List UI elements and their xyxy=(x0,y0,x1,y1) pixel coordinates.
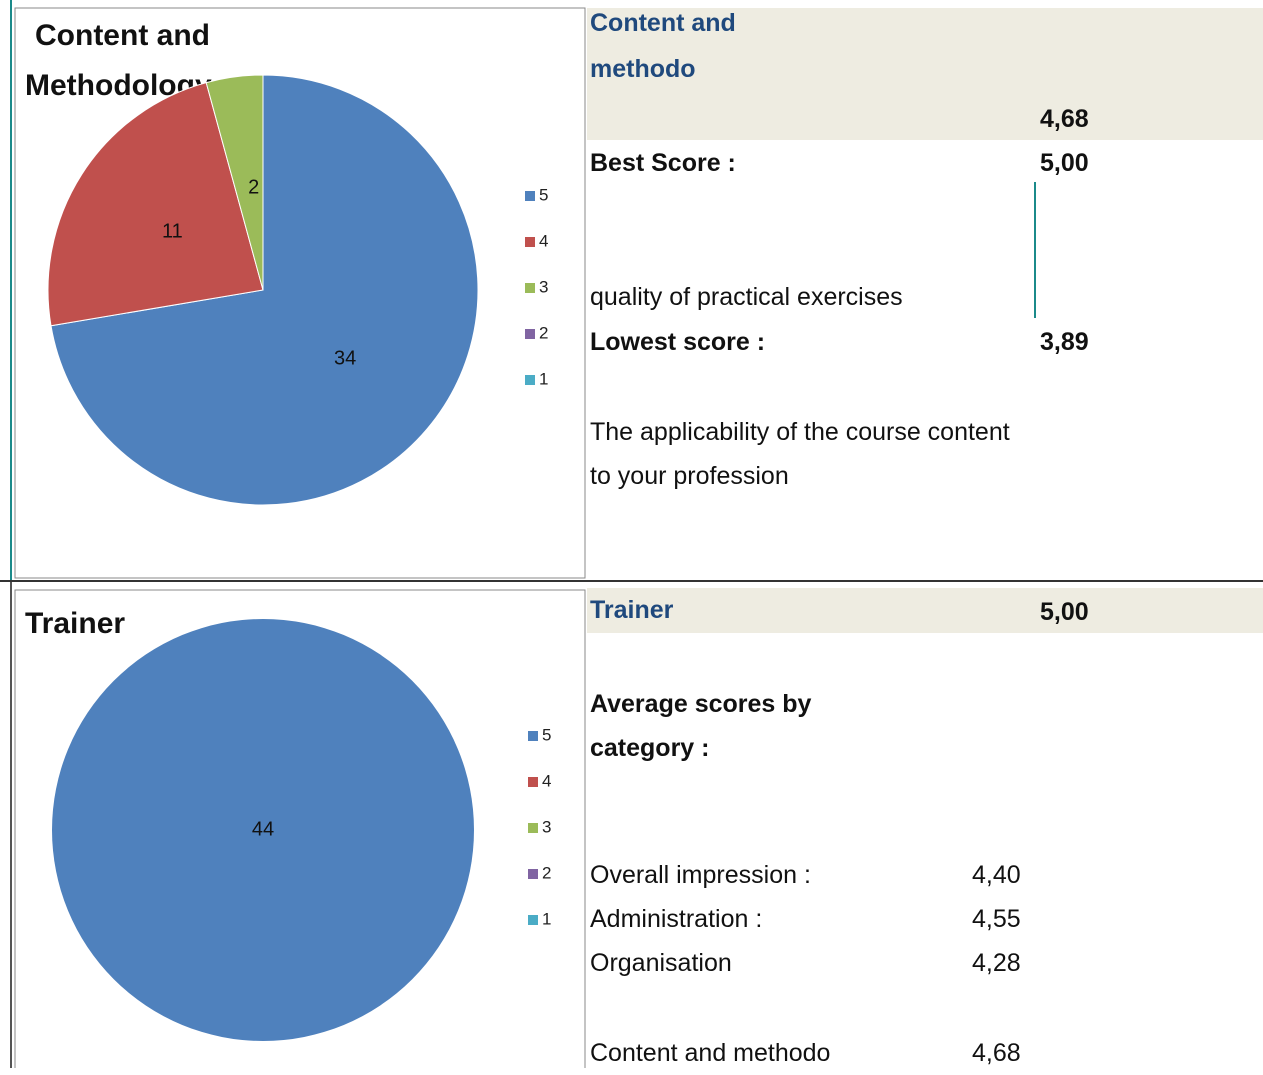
row-value: 4,28 xyxy=(972,949,1021,977)
data-label: 2 xyxy=(248,177,259,199)
legend-swatch xyxy=(528,731,538,741)
legend-label: 2 xyxy=(539,323,548,342)
legend-swatch xyxy=(525,329,535,339)
section-title: Content and methodo xyxy=(590,9,736,83)
legend-swatch xyxy=(525,375,535,385)
best-label: Best Score : xyxy=(590,149,736,177)
row-label: Organisation xyxy=(590,949,732,977)
chart-frame xyxy=(14,7,586,579)
legend-label: 1 xyxy=(542,909,551,928)
legend-swatch xyxy=(525,191,535,201)
best-item: quality of practical exercises xyxy=(590,283,903,311)
legend-swatch xyxy=(525,283,535,293)
legend-label: 4 xyxy=(539,231,548,250)
best-score: 5,00 xyxy=(1040,149,1089,177)
row-value: 4,68 xyxy=(972,1039,1021,1067)
section-score: 4,68 xyxy=(1040,105,1089,133)
legend-label: 5 xyxy=(542,725,551,744)
cell-border xyxy=(10,582,12,1068)
section-title: Trainer xyxy=(590,596,674,624)
data-label: 34 xyxy=(334,348,356,370)
pie-slice xyxy=(50,74,479,506)
header-band xyxy=(587,588,1263,633)
data-label: 11 xyxy=(162,220,183,242)
row-label: Administration : xyxy=(590,905,763,933)
legend-label: 2 xyxy=(542,863,551,882)
legend-label: 4 xyxy=(542,771,551,790)
pie-slice xyxy=(205,74,264,291)
cell-border xyxy=(10,0,12,580)
legend-label: 5 xyxy=(539,185,548,204)
row-label: Content and methodo xyxy=(590,1039,831,1067)
legend-swatch xyxy=(528,915,538,925)
legend-label: 3 xyxy=(542,817,551,836)
lowest-item: The applicability of the course content … xyxy=(590,418,1010,490)
header-band xyxy=(587,8,1263,140)
section-score: 5,00 xyxy=(1040,598,1089,626)
chart-title-line: Content and xyxy=(35,19,210,52)
data-label: 44 xyxy=(252,818,274,840)
legend-swatch xyxy=(528,823,538,833)
cell-border xyxy=(1034,182,1036,318)
chart-frame xyxy=(14,589,586,1068)
chart-title: Content and Methodology xyxy=(25,19,212,102)
legend-swatch xyxy=(528,869,538,879)
pie-slice xyxy=(47,82,264,327)
legend-label: 1 xyxy=(539,369,548,388)
legend-swatch xyxy=(528,777,538,787)
row-label: Overall impression : xyxy=(590,861,811,889)
legend-swatch xyxy=(525,237,535,247)
chart-title: Trainer xyxy=(25,607,125,640)
pie-slice xyxy=(52,619,474,1041)
row-border xyxy=(0,580,1263,582)
row-value: 4,55 xyxy=(972,905,1021,933)
row-value: 4,40 xyxy=(972,861,1021,889)
category-heading: Average scores by category : xyxy=(590,690,812,762)
lowest-label: Lowest score : xyxy=(590,328,766,356)
legend-label: 3 xyxy=(539,277,548,296)
lowest-score: 3,89 xyxy=(1040,328,1089,356)
